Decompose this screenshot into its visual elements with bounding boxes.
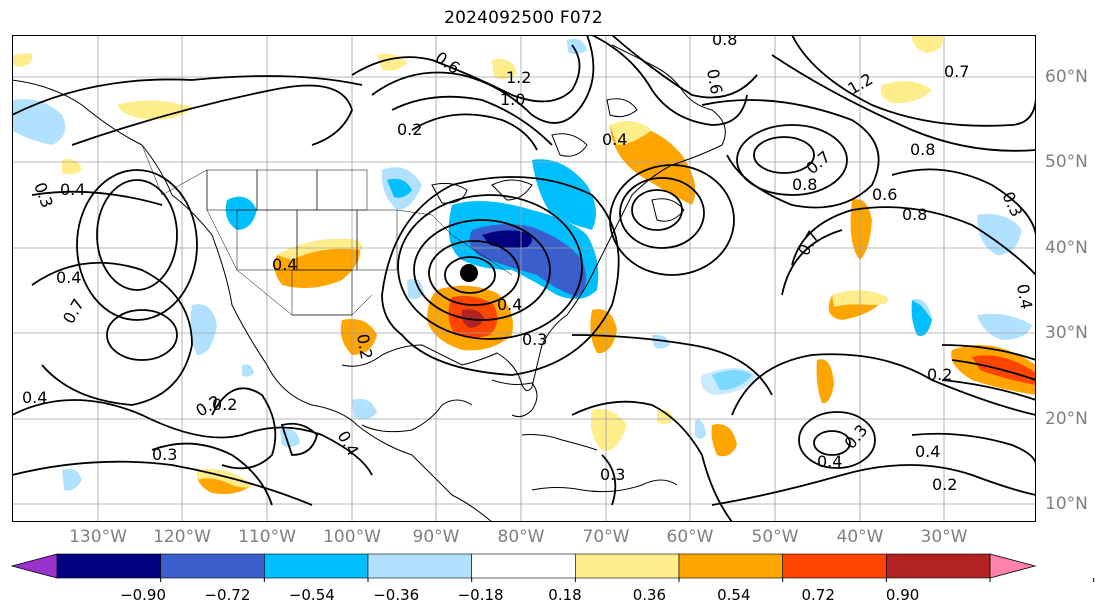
colorbar-tick-label: 0.36: [632, 586, 667, 604]
colorbar-tick-label: −0.90: [120, 586, 166, 604]
colorbar-segment: [575, 553, 680, 579]
contour-label: 0.8: [910, 140, 935, 159]
lat-label: 20°N: [1045, 409, 1088, 429]
contour-label: 0.2: [212, 395, 237, 414]
anomaly-shading: [12, 35, 1036, 494]
lon-label: 30°W: [920, 527, 968, 547]
contour-label: 0.7: [944, 62, 969, 81]
contour-label: 0.4: [22, 388, 47, 407]
contour-label: 1.0: [500, 90, 525, 109]
colorbar-segment: [678, 553, 783, 579]
lat-label: 50°N: [1045, 152, 1088, 172]
state-borders: [141, 144, 513, 316]
lon-label: 120°W: [153, 527, 211, 547]
contour-label: 0.8: [712, 35, 737, 49]
contour-label: 0.2: [353, 332, 376, 360]
lon-label: 130°W: [69, 527, 127, 547]
lon-label: 80°W: [497, 527, 545, 547]
map-title: 2024092500 F072: [444, 8, 603, 28]
colorbar-segment: [264, 553, 369, 579]
lat-label: 60°N: [1045, 67, 1088, 87]
contour-label: 0.3: [152, 445, 177, 464]
lon-label: 70°W: [582, 527, 630, 547]
lon-label: 110°W: [238, 527, 296, 547]
lon-label: 100°W: [323, 527, 381, 547]
lat-label: 40°N: [1045, 238, 1088, 258]
colorbar: [10, 553, 1095, 582]
contour-label: 0.3: [600, 465, 625, 484]
colorbar-tick-label: 0.90: [885, 586, 920, 604]
contour-label: 1.2: [506, 68, 531, 87]
contour-lines: [12, 35, 1036, 522]
colorbar-tick-label: −0.36: [373, 586, 420, 604]
colorbar-tick-label: −0.72: [204, 586, 251, 604]
lon-label: 50°W: [751, 527, 799, 547]
storm-center-marker: [460, 264, 478, 282]
contour-label: 0.6: [703, 67, 726, 95]
colorbar-tick-label: −0.54: [288, 586, 335, 604]
colorbar-tick-label: −0.18: [457, 586, 504, 604]
colorbar-tick-label: 0.72: [801, 586, 835, 604]
contour-label: 0.8: [902, 205, 927, 224]
colorbar-segment: [160, 553, 265, 579]
contour-label: 0.4: [272, 255, 297, 274]
contour-label: 0.4: [1013, 282, 1036, 310]
contour-label: 0.2: [927, 365, 952, 384]
lat-label: 30°N: [1045, 323, 1088, 343]
colorbar-segment: [56, 553, 161, 579]
colorbar-tick-label: 0.18: [548, 586, 582, 604]
contour-label: 0.2: [397, 120, 422, 139]
weather-map: 0.3 0.4 0.4 0.7 0.4 0.3 0.2 0.4 0.2 1.2 …: [12, 35, 1036, 522]
colorbar-tick-label: 0.54: [717, 586, 751, 604]
lon-label: 40°W: [836, 527, 884, 547]
lon-label: 60°W: [666, 527, 714, 547]
colorbar-segment: [782, 553, 887, 579]
contour-label: 0.4: [817, 452, 842, 471]
contour-label: 0.3: [522, 330, 547, 349]
contour-label: 0.4: [602, 130, 627, 149]
colorbar-segment: [471, 553, 576, 579]
contour-label: 0.8: [792, 175, 817, 194]
positive-anomaly-core: [461, 309, 484, 328]
colorbar-segment: [886, 553, 991, 579]
colorbar-segment: [367, 553, 472, 579]
lat-label: 10°N: [1045, 494, 1088, 514]
contour-label: 0.6: [872, 185, 897, 204]
contour-label: 0.4: [60, 180, 85, 199]
contour-label: 0.2: [932, 475, 957, 494]
contour-label: 0.4: [497, 295, 522, 314]
lon-label: 90°W: [412, 527, 460, 547]
lat-lon-grid: [12, 35, 1036, 522]
negative-anomaly-north: [532, 159, 596, 230]
contour-label: 0.4: [915, 442, 940, 461]
contour-label: 0.4: [56, 268, 81, 287]
